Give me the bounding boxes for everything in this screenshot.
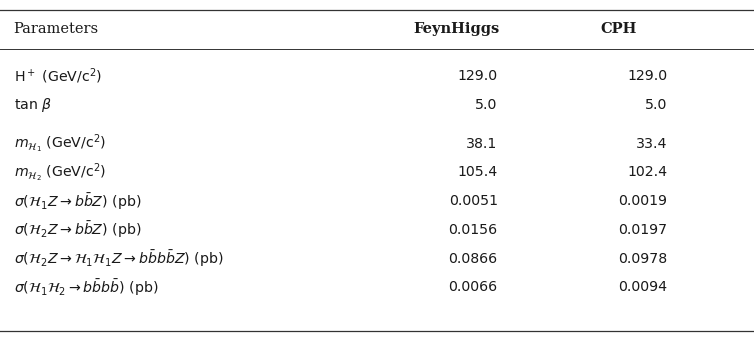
Text: FeynHiggs: FeynHiggs: [413, 22, 499, 36]
Text: 105.4: 105.4: [458, 165, 498, 179]
Text: tan $\beta$: tan $\beta$: [14, 96, 52, 114]
Text: $\sigma(\mathcal{H}_1\mathcal{H}_2 \rightarrow b\bar{b}b\bar{b})$ (pb): $\sigma(\mathcal{H}_1\mathcal{H}_2 \righ…: [14, 277, 158, 298]
Text: 0.0197: 0.0197: [618, 223, 667, 237]
Text: 102.4: 102.4: [627, 165, 667, 179]
Text: 0.0978: 0.0978: [618, 251, 667, 266]
Text: $m_{\mathcal{H}_1}$ (GeV/c$^2$): $m_{\mathcal{H}_1}$ (GeV/c$^2$): [14, 132, 106, 155]
Text: 0.0866: 0.0866: [449, 251, 498, 266]
Text: $\sigma(\mathcal{H}_2 Z \rightarrow b\bar{b}Z)$ (pb): $\sigma(\mathcal{H}_2 Z \rightarrow b\ba…: [14, 219, 141, 240]
Text: 0.0094: 0.0094: [618, 280, 667, 294]
Text: 0.0051: 0.0051: [449, 194, 498, 208]
Text: Parameters: Parameters: [14, 22, 99, 36]
Text: 129.0: 129.0: [627, 69, 667, 83]
Text: 38.1: 38.1: [467, 137, 498, 151]
Text: 5.0: 5.0: [475, 98, 498, 112]
Text: $\sigma(\mathcal{H}_1 Z \rightarrow b\bar{b}Z)$ (pb): $\sigma(\mathcal{H}_1 Z \rightarrow b\ba…: [14, 191, 141, 212]
Text: $\sigma(\mathcal{H}_2 Z \rightarrow \mathcal{H}_1\mathcal{H}_1 Z \rightarrow b\b: $\sigma(\mathcal{H}_2 Z \rightarrow \mat…: [14, 248, 223, 269]
Text: 0.0066: 0.0066: [449, 280, 498, 294]
Text: 5.0: 5.0: [645, 98, 667, 112]
Text: H$^+$ (GeV/c$^2$): H$^+$ (GeV/c$^2$): [14, 66, 102, 86]
Text: CPH: CPH: [600, 22, 636, 36]
Text: 129.0: 129.0: [458, 69, 498, 83]
Text: 0.0019: 0.0019: [618, 194, 667, 208]
Text: $m_{\mathcal{H}_2}$ (GeV/c$^2$): $m_{\mathcal{H}_2}$ (GeV/c$^2$): [14, 161, 106, 184]
Text: 33.4: 33.4: [636, 137, 667, 151]
Text: 0.0156: 0.0156: [449, 223, 498, 237]
